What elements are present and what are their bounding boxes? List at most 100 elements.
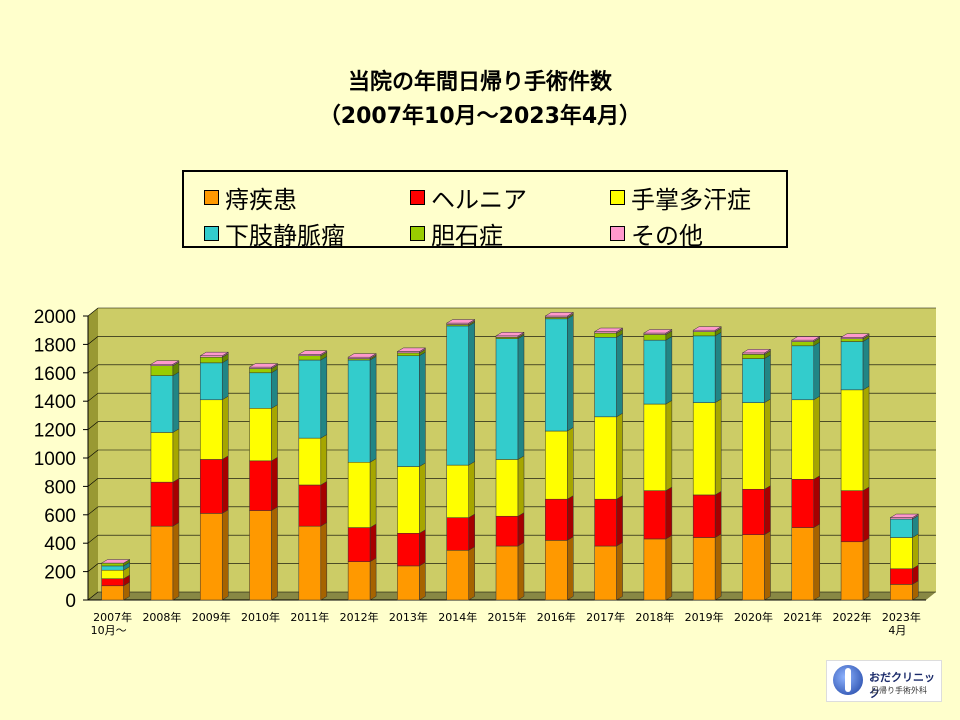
bar-segment-side	[320, 480, 328, 527]
bar-segment-side	[665, 534, 673, 601]
bar-segment-side	[616, 541, 623, 601]
legend-swatch	[610, 190, 625, 205]
bar-segment	[643, 538, 667, 601]
bar-segment	[840, 341, 864, 391]
bar-top	[248, 363, 279, 368]
bar-segment-side	[320, 522, 328, 601]
bar-segment-side	[862, 337, 870, 391]
bar-segment	[446, 325, 469, 466]
gridline-diagonal	[87, 392, 99, 402]
bar-segment	[397, 533, 420, 567]
bar-segment-side	[320, 434, 328, 486]
bar-segment-side	[271, 404, 278, 462]
clinic-subtitle: 日帰り手術外科	[871, 686, 927, 695]
gridline-diagonal	[87, 534, 99, 544]
bar-segment	[446, 517, 469, 551]
bar-segment	[150, 432, 174, 483]
y-tick-label: 1800	[34, 335, 76, 356]
bar-segment	[890, 537, 913, 570]
x-tick-label: 2015年	[488, 610, 527, 624]
bar-segment	[150, 481, 174, 527]
bar-segment-side	[616, 495, 623, 547]
x-tick-label: 2011年	[290, 610, 329, 624]
bar-top	[150, 360, 180, 365]
bar-segment-side	[862, 537, 870, 601]
bar-segment	[397, 466, 420, 534]
x-tick-label: 2009年	[192, 610, 231, 624]
chart-title: 当院の年間日帰り手術件数	[347, 70, 612, 95]
y-tick-label: 1600	[34, 364, 76, 385]
bar-segment	[692, 335, 716, 403]
bar-segment-side	[517, 334, 525, 460]
bar-segment	[101, 578, 124, 587]
bar-top	[544, 312, 575, 317]
bar-segment	[347, 561, 371, 601]
bar-segment	[397, 355, 420, 467]
legend-label: 手掌多汗症	[631, 186, 751, 214]
bar-segment-side	[221, 509, 229, 601]
bar-segment	[545, 430, 568, 500]
x-tick-label: 2022年	[833, 610, 872, 624]
bar-segment	[890, 518, 913, 538]
y-tick-label: 200	[44, 563, 76, 584]
legend-label: 下肢静脈瘤	[225, 222, 345, 250]
bar-segment-side	[172, 371, 180, 433]
bar-segment	[249, 408, 272, 462]
bar-segment-side	[616, 412, 623, 500]
bar-segment-side	[419, 529, 426, 567]
bar-segment	[840, 338, 864, 342]
y-tick-label: 400	[44, 534, 76, 555]
bar-segment	[840, 490, 864, 543]
bar-segment	[150, 525, 174, 601]
chart-legend: 痔疾患 ヘルニア 手掌多汗症 下肢静脈瘤 胆石症 その他	[182, 170, 788, 251]
bar-segment	[692, 331, 716, 337]
bar-segment-side	[221, 455, 229, 514]
bar-segment	[594, 332, 617, 338]
bar-segment	[742, 402, 765, 490]
bar-top	[840, 333, 870, 338]
bar-segment-side	[468, 321, 475, 466]
bar-segment-side	[764, 485, 771, 536]
x-tick-label: 4月	[888, 624, 906, 637]
clinic-logo-icon	[833, 665, 863, 695]
bar-segment	[692, 494, 716, 538]
bar-segment	[742, 358, 765, 403]
bar-segment	[692, 537, 716, 601]
bar-segment	[594, 545, 617, 601]
bar-segment-side	[714, 398, 722, 496]
x-tick-label: 2023年	[882, 610, 921, 624]
bar-segment	[742, 534, 765, 601]
bar-segment	[446, 550, 469, 601]
bar-segment	[791, 399, 815, 480]
bar-segment	[298, 359, 322, 439]
bar-segment-side	[862, 486, 870, 543]
legend-item: その他	[610, 216, 703, 251]
bar-segment-side	[419, 351, 426, 467]
x-tick-label: 10月～	[91, 624, 127, 637]
bar-segment-side	[221, 395, 229, 460]
gridline-diagonal	[87, 307, 99, 317]
chart-subtitle: （2007年10月～2023年4月）	[318, 104, 642, 129]
bar-segment	[545, 540, 568, 601]
bar-segment-side	[271, 456, 278, 511]
bar-segment	[643, 490, 667, 540]
bar-top	[741, 349, 772, 354]
bar-top	[396, 347, 427, 352]
bar-segment	[692, 402, 716, 496]
legend-item: 痔疾患	[204, 180, 297, 215]
bar-segment	[495, 338, 519, 460]
bar-top	[199, 351, 230, 357]
bar-segment	[890, 584, 913, 601]
legend-label: ヘルニア	[431, 186, 527, 214]
bar-segment	[199, 459, 223, 514]
gridline-diagonal	[87, 591, 99, 601]
bar-segment-side	[567, 426, 574, 500]
bar-segment-side	[862, 385, 870, 492]
x-tick-label: 2010年	[241, 610, 280, 624]
bar-segment-side	[468, 546, 475, 601]
bar-segment	[101, 562, 124, 567]
bar-segment-side	[714, 490, 722, 538]
bar-segment	[199, 362, 223, 401]
bar-segment-side	[616, 333, 623, 418]
legend-label: その他	[631, 222, 703, 250]
